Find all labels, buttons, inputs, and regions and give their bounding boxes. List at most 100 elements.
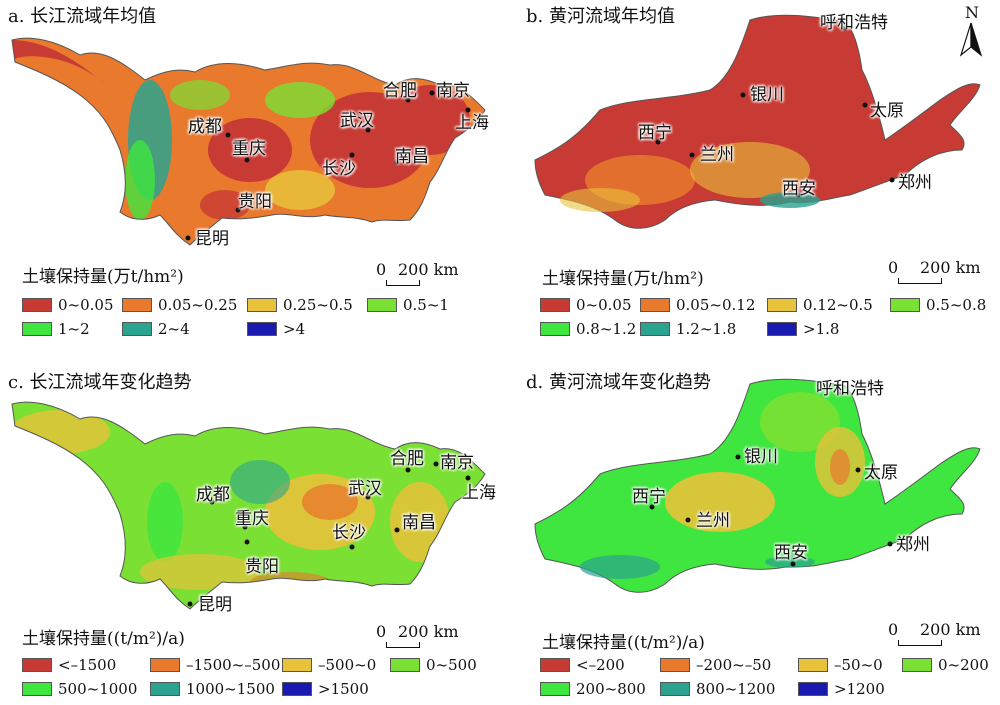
legend-label: 200~800 bbox=[576, 680, 646, 698]
legend-label: 0~500 bbox=[426, 656, 477, 674]
legend-swatch bbox=[282, 682, 312, 696]
legend-item: >1500 bbox=[282, 680, 369, 698]
legend-label: 0~200 bbox=[938, 656, 989, 674]
legend-item: 0.05~0.25 bbox=[122, 296, 237, 314]
legend-item: –500~0 bbox=[282, 656, 376, 674]
city-label: 南京 bbox=[440, 453, 474, 473]
legend-swatch bbox=[22, 298, 52, 312]
legend-label: >1500 bbox=[318, 680, 369, 698]
legend-swatch bbox=[540, 658, 570, 672]
panel-title: c. 长江流域年变化趋势 bbox=[8, 372, 192, 393]
yangtze-map bbox=[11, 37, 486, 246]
legend-swatch bbox=[640, 322, 670, 336]
panel-c-yangtze-annual-trend: c. 长江流域年变化趋势 昆明 贵阳 重庆 成都 长沙 武汉 南昌 合肥 bbox=[0, 352, 500, 704]
legend-swatch bbox=[150, 658, 180, 672]
legend-label: 0.25~0.5 bbox=[283, 296, 353, 314]
legend-item: <–200 bbox=[540, 656, 625, 674]
legend-swatch bbox=[640, 298, 670, 312]
city-label: 昆明 bbox=[198, 595, 232, 615]
legend-swatch bbox=[660, 658, 690, 672]
city-label: 合肥 bbox=[390, 449, 424, 469]
legend-label: –50~0 bbox=[834, 656, 883, 674]
city-label: 郑州 bbox=[898, 173, 932, 193]
city-label: 西安 bbox=[782, 179, 816, 199]
legend-item: 0~500 bbox=[390, 656, 477, 674]
legend-title: 土壤保持量((t/m²)/a) bbox=[542, 633, 705, 653]
legend-label: 1000~1500 bbox=[186, 680, 275, 698]
legend-label: 0~0.05 bbox=[58, 296, 114, 314]
city-label: 呼和浩特 bbox=[816, 379, 884, 399]
legend-swatch bbox=[767, 322, 797, 336]
legend-swatch bbox=[798, 682, 828, 696]
legend-swatch bbox=[798, 658, 828, 672]
legend-swatch bbox=[122, 322, 152, 336]
legend-title: 土壤保持量(万t/hm²) bbox=[22, 267, 184, 287]
city-label: 合肥 bbox=[383, 81, 417, 101]
legend-item: –50~0 bbox=[798, 656, 883, 674]
north-label: N bbox=[965, 3, 979, 22]
legend-label: 0.8~1.2 bbox=[576, 320, 637, 338]
city-label: 银川 bbox=[744, 447, 778, 467]
legend-item: <–1500 bbox=[22, 656, 116, 674]
city-label: 成都 bbox=[196, 485, 230, 505]
scale-bar: 0 200 km bbox=[376, 260, 486, 286]
legend-label: 0.5~1 bbox=[403, 296, 449, 314]
legend-swatch bbox=[902, 658, 932, 672]
legend-label: <–200 bbox=[576, 656, 625, 674]
legend-label: >1200 bbox=[834, 680, 885, 698]
scale-line bbox=[386, 280, 420, 286]
panel-title: b. 黄河流域年均值 bbox=[526, 6, 675, 27]
legend-item: 0~0.05 bbox=[540, 296, 632, 314]
legend-swatch bbox=[767, 298, 797, 312]
city-label: 南京 bbox=[436, 81, 470, 101]
north-arrow-shape bbox=[959, 22, 983, 57]
legend-swatch bbox=[22, 658, 52, 672]
legend-item: 0.12~0.5 bbox=[767, 296, 873, 314]
city-label: 贵阳 bbox=[245, 557, 279, 577]
panel-b-yellow-river-annual-mean: b. 黄河流域年均值 呼和浩特 银川 太原 西宁 兰州 西安 郑州 土壤保持量(… bbox=[500, 0, 1000, 352]
city-label: 成都 bbox=[188, 117, 222, 137]
city-label: 太原 bbox=[870, 101, 904, 121]
city-label: 南昌 bbox=[402, 513, 436, 533]
legend-item: 500~1000 bbox=[22, 680, 137, 698]
legend-swatch bbox=[540, 322, 570, 336]
legend-label: –200~–50 bbox=[696, 656, 772, 674]
scale-bar: 0 200 km bbox=[888, 258, 998, 284]
city-label: 兰州 bbox=[696, 511, 730, 531]
yangtze-trend-map bbox=[11, 401, 486, 610]
city-label: 西宁 bbox=[638, 123, 672, 143]
legend-item: –1500~–500 bbox=[150, 656, 280, 674]
legend-item: 0.5~0.8 bbox=[890, 296, 986, 314]
legend-swatch bbox=[890, 298, 920, 312]
legend-swatch bbox=[540, 682, 570, 696]
scale-zero: 0 bbox=[888, 258, 899, 277]
city-label: 西安 bbox=[774, 543, 808, 563]
scale-zero: 0 bbox=[376, 622, 387, 641]
legend-item: 1~2 bbox=[22, 320, 90, 338]
legend-swatch bbox=[122, 298, 152, 312]
legend-label: >1.8 bbox=[803, 320, 840, 338]
city-label: 西宁 bbox=[632, 487, 666, 507]
legend-item: 200~800 bbox=[540, 680, 646, 698]
legend-item: 0~200 bbox=[902, 656, 989, 674]
legend: <–1500 –1500~–500 –500~0 0~500 500~1000 … bbox=[22, 656, 492, 702]
panel-d-yellow-river-annual-trend: d. 黄河流域年变化趋势 呼和浩特 银川 太原 西宁 兰州 西安 郑州 土壤保持… bbox=[500, 352, 1000, 704]
legend-swatch bbox=[22, 322, 52, 336]
legend-label: 0.05~0.25 bbox=[158, 296, 238, 314]
city-label: 长沙 bbox=[322, 159, 356, 179]
city-label: 南昌 bbox=[395, 147, 429, 167]
legend-swatch bbox=[247, 322, 277, 336]
scale-label: 200 km bbox=[398, 260, 459, 279]
legend-label: 800~1200 bbox=[696, 680, 776, 698]
legend-swatch bbox=[247, 298, 277, 312]
city-label: 郑州 bbox=[896, 535, 930, 555]
yellow-river-trend-map bbox=[534, 378, 981, 593]
scale-label: 200 km bbox=[398, 622, 459, 641]
legend-title: 土壤保持量(万t/hm²) bbox=[542, 269, 704, 289]
legend-item: >4 bbox=[247, 320, 305, 338]
city-label: 武汉 bbox=[340, 111, 374, 131]
legend: 0~0.05 0.05~0.12 0.12~0.5 0.5~0.8 0.8~1.… bbox=[540, 296, 995, 342]
legend-label: 0.5~0.8 bbox=[926, 296, 987, 314]
city-label: 上海 bbox=[455, 113, 489, 133]
legend-item: –200~–50 bbox=[660, 656, 771, 674]
